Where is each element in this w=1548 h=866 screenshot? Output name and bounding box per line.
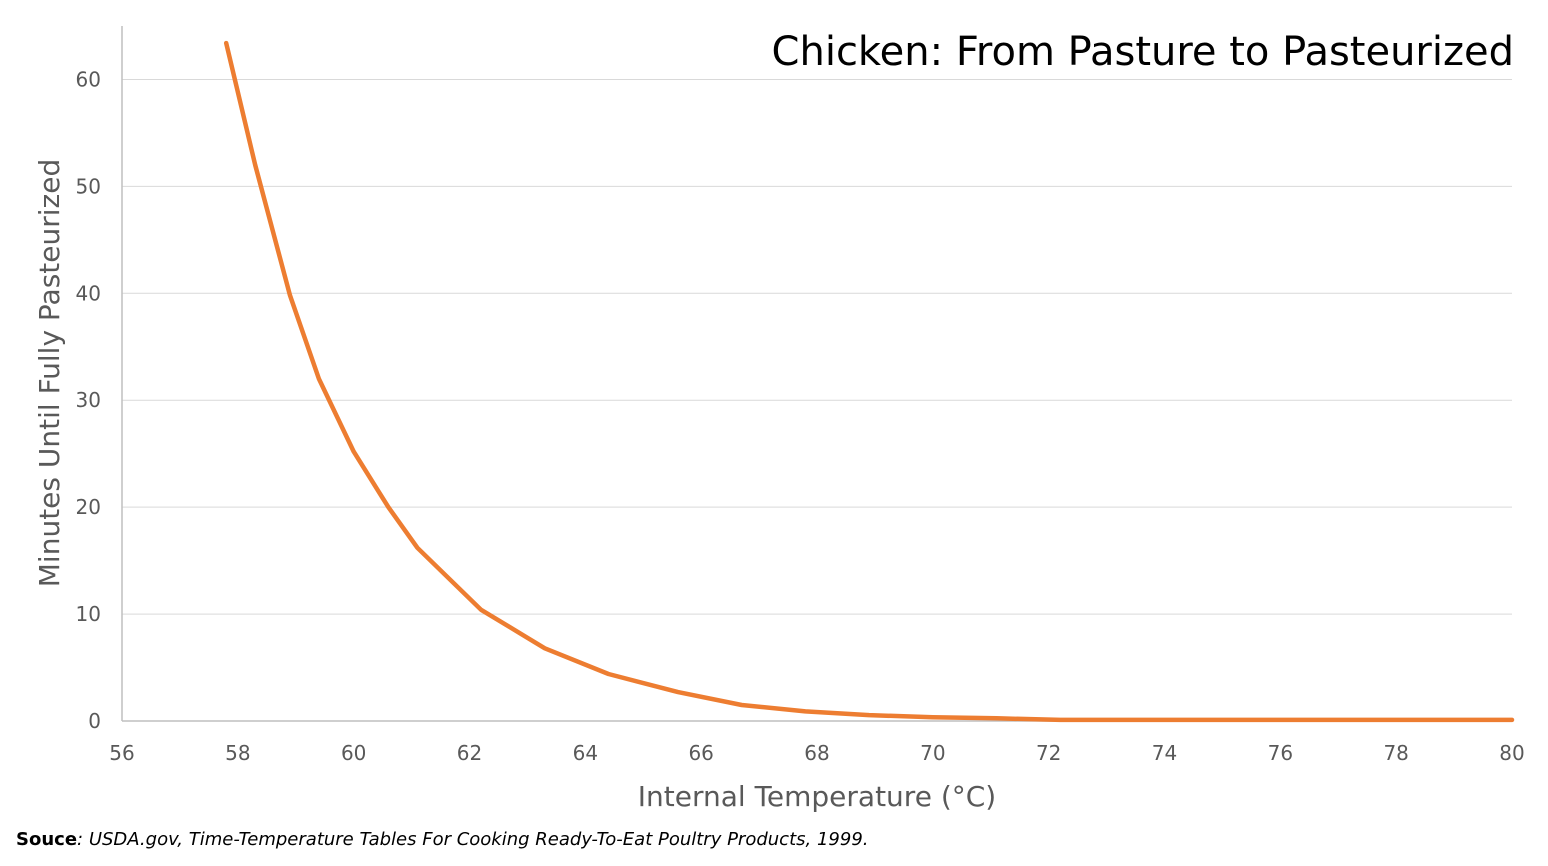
chart-title: Chicken: From Pasture to Pasteurized xyxy=(772,29,1514,75)
x-axis-title: Internal Temperature (°C) xyxy=(638,780,996,813)
x-tick-label: 64 xyxy=(573,741,598,765)
x-tick-label: 56 xyxy=(109,741,134,765)
y-tick-label: 0 xyxy=(88,709,101,733)
y-tick-label: 40 xyxy=(76,281,101,305)
x-tick-label: 74 xyxy=(1152,741,1177,765)
source-label: Souce xyxy=(16,829,78,850)
x-tick-label: 60 xyxy=(341,741,366,765)
x-tick-label: 72 xyxy=(1036,741,1061,765)
y-axis-title: Minutes Until Fully Pasteurized xyxy=(33,159,66,587)
x-tick-label: 80 xyxy=(1499,741,1524,765)
source-text: : USDA.gov, Time-Temperature Tables For … xyxy=(77,829,869,850)
y-tick-label: 20 xyxy=(76,495,101,519)
x-tick-label: 66 xyxy=(688,741,713,765)
source-citation: Souce: USDA.gov, Time-Temperature Tables… xyxy=(16,829,869,850)
gridlines xyxy=(122,78,1512,615)
y-tick-label: 50 xyxy=(76,174,101,198)
y-tick-label: 30 xyxy=(76,388,101,412)
x-tick-label: 76 xyxy=(1268,741,1293,765)
x-tick-label: 78 xyxy=(1383,741,1408,765)
x-tick-label: 68 xyxy=(804,741,829,765)
y-tick-label: 60 xyxy=(76,67,101,91)
x-tick-label: 62 xyxy=(457,741,482,765)
x-tick-labels: 56 58 60 62 64 66 68 70 72 74 76 78 80 xyxy=(109,741,1524,765)
x-tick-label: 70 xyxy=(920,741,945,765)
x-tick-label: 58 xyxy=(225,741,250,765)
series-layer xyxy=(223,40,1515,723)
y-tick-labels: 0 10 20 30 40 50 60 xyxy=(76,67,101,733)
y-tick-label: 10 xyxy=(76,602,101,626)
series-line xyxy=(223,40,1515,723)
